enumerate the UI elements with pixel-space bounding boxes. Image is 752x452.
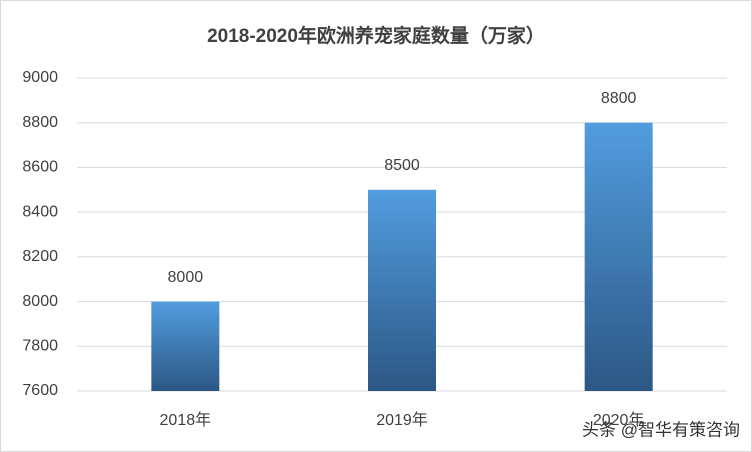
- y-tick-label: 7800: [22, 338, 58, 355]
- x-tick-label: 2019年: [376, 411, 428, 429]
- y-tick-label: 8800: [22, 114, 58, 131]
- watermark: 头条 @智华有策咨询: [582, 420, 740, 439]
- y-tick-label: 8000: [22, 293, 58, 310]
- data-label: 8000: [168, 269, 204, 286]
- y-tick-label: 8600: [22, 159, 58, 176]
- y-tick-label: 8200: [22, 248, 58, 265]
- x-tick-label: 2020年: [593, 411, 645, 429]
- x-tick-label: 2018年: [160, 411, 212, 429]
- bar: [368, 189, 436, 391]
- bar: [584, 122, 653, 391]
- bar: [151, 301, 220, 391]
- y-tick-label: 9000: [22, 69, 58, 86]
- y-tick-label: 7600: [22, 382, 58, 399]
- data-label: 8800: [601, 90, 637, 107]
- chart-title: 2018-2020年欧洲养宠家庭数量（万家）: [207, 24, 545, 47]
- y-tick-label: 8400: [22, 203, 58, 220]
- data-label: 8500: [384, 157, 420, 174]
